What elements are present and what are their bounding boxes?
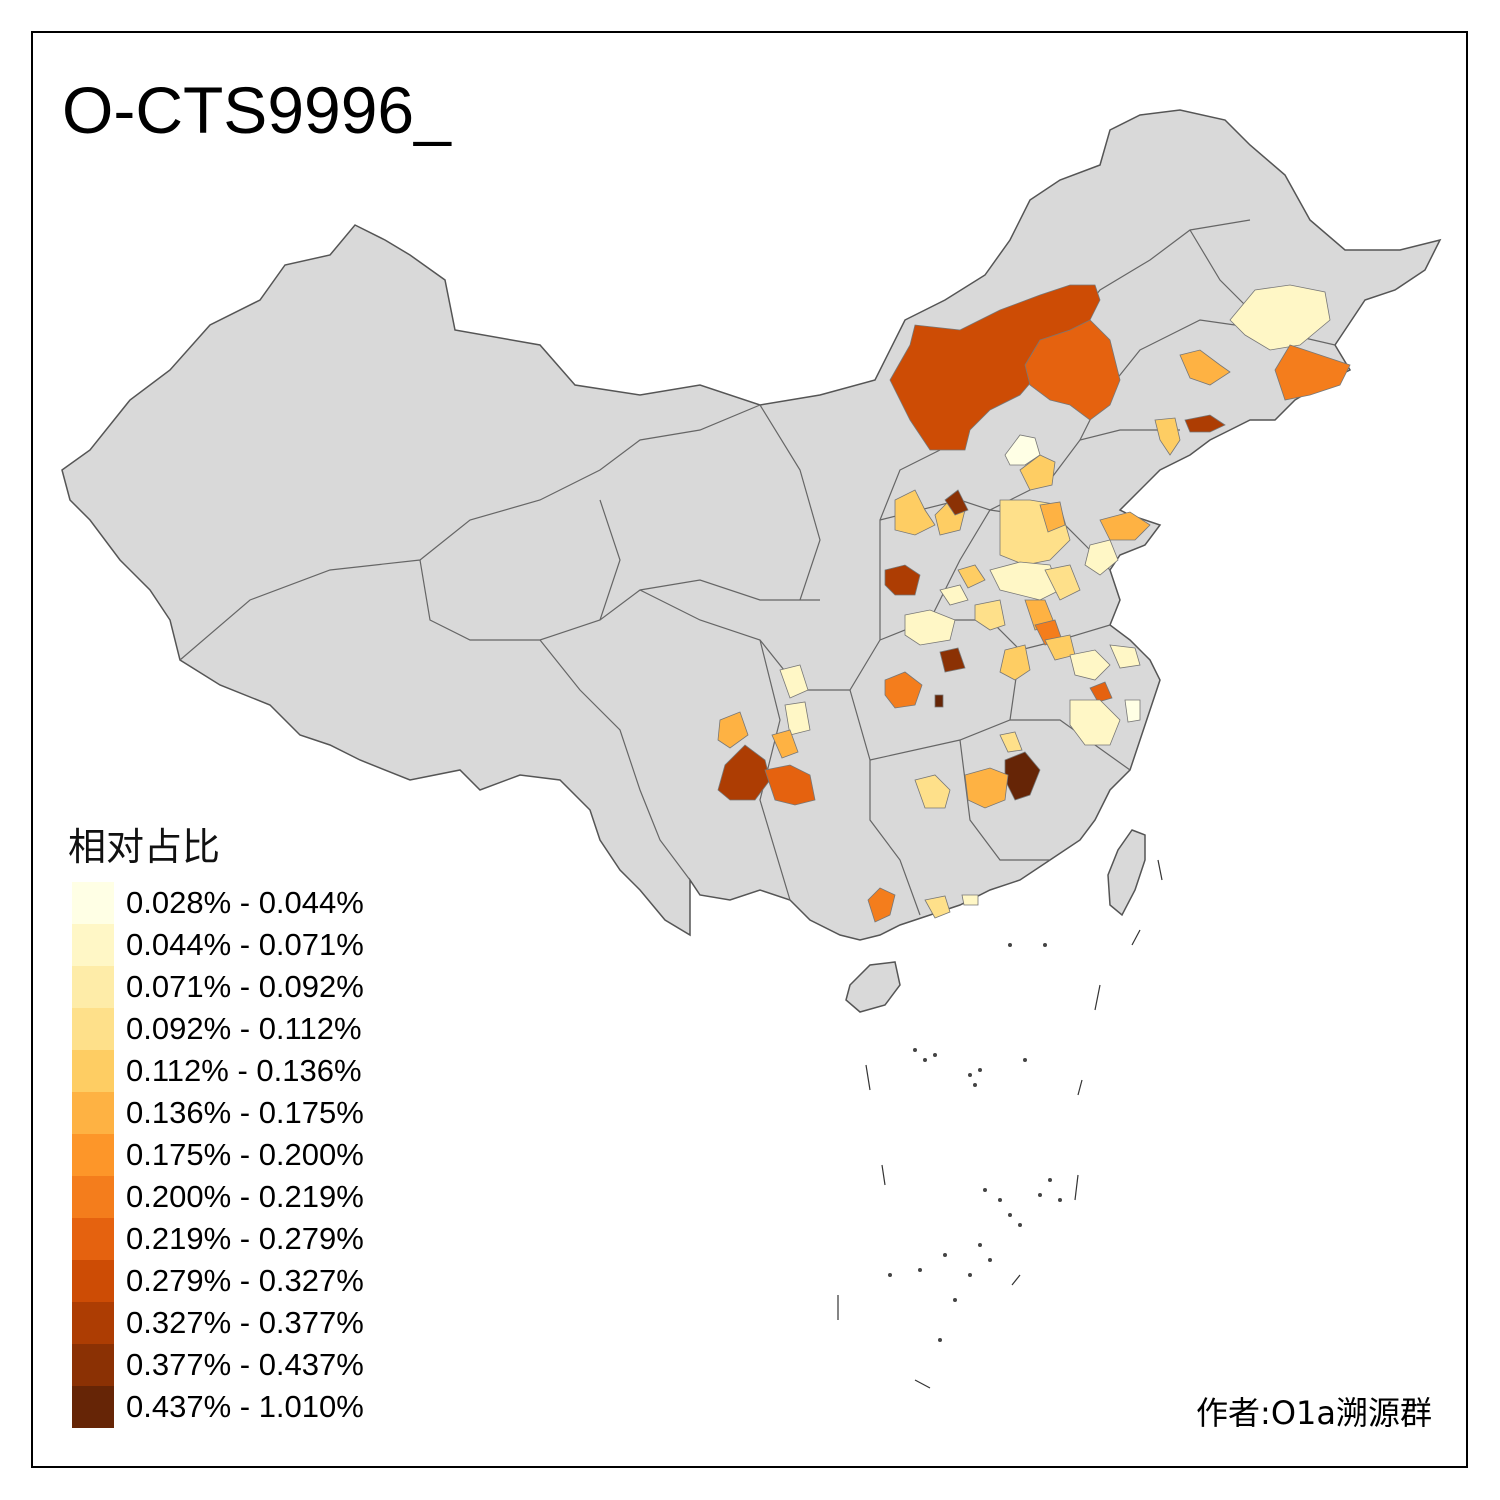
region-henan-mid — [1044, 564, 1081, 601]
region-guangdong — [924, 895, 951, 919]
region-hebei-north — [1019, 454, 1056, 491]
legend-swatch — [72, 966, 114, 1008]
region-hebei-orange — [1039, 501, 1066, 533]
legend-swatch — [72, 1302, 114, 1344]
legend-label: 0.028% - 0.044% — [126, 885, 364, 920]
region-guangdong-2 — [961, 894, 979, 906]
region-henan-center — [974, 599, 1006, 631]
legend-swatch — [72, 1050, 114, 1092]
region-shaanxi-dark — [884, 564, 921, 596]
legend-swatch — [72, 1092, 114, 1134]
legend-label: 0.092% - 0.112% — [126, 1011, 362, 1046]
legend-title: 相对占比 — [68, 825, 221, 869]
region-chongqing — [884, 671, 923, 709]
south-sea-islands — [837, 859, 1163, 1389]
region-gansu-south — [779, 664, 809, 699]
legend-swatch — [72, 924, 114, 966]
legend-item: 0.112% - 0.136% — [72, 1050, 364, 1092]
china-landmass — [61, 109, 1442, 941]
legend-item: 0.092% - 0.112% — [72, 1008, 364, 1050]
legend-swatch — [72, 1386, 114, 1428]
region-liaoning-light — [1154, 417, 1181, 456]
region-henan-sw — [939, 584, 969, 606]
region-shanxi-dark — [944, 489, 969, 516]
region-inner-mongolia-east — [1024, 319, 1121, 421]
region-sichuan-north — [784, 701, 811, 736]
legend-item: 0.200% - 0.219% — [72, 1176, 364, 1218]
map-title: O-CTS9996_ — [62, 73, 451, 147]
region-sichuan-orange — [764, 764, 816, 806]
taiwan-island — [1107, 829, 1146, 917]
region-hunan-dark — [934, 694, 944, 708]
legend-label: 0.377% - 0.437% — [126, 1347, 364, 1382]
legend-item: 0.279% - 0.327% — [72, 1260, 364, 1302]
region-shandong-east — [1099, 511, 1151, 541]
region-jiangsu-2 — [1109, 644, 1141, 669]
legend-label: 0.200% - 0.219% — [126, 1179, 364, 1214]
legend-item: 0.044% - 0.071% — [72, 924, 364, 966]
region-guangxi — [867, 887, 896, 923]
legend-item: 0.377% - 0.437% — [72, 1344, 364, 1386]
legend-label: 0.136% - 0.175% — [126, 1095, 364, 1130]
legend-label: 0.175% - 0.200% — [126, 1137, 364, 1172]
legend-swatch — [72, 1218, 114, 1260]
region-shaanxi-south — [904, 609, 956, 646]
region-liaoning-dark — [1184, 414, 1226, 433]
legend-swatch — [72, 882, 114, 924]
south-sea-dots — [888, 943, 1062, 1342]
legend: 0.028% - 0.044% 0.044% - 0.071% 0.071% - 0… — [72, 882, 364, 1428]
region-heilongjiang — [1229, 284, 1331, 351]
colored-regions — [717, 284, 1351, 923]
legend-item: 0.175% - 0.200% — [72, 1134, 364, 1176]
region-shandong-mid — [1084, 539, 1119, 576]
region-jilin-east — [1274, 344, 1351, 401]
legend-label: 0.044% - 0.071% — [126, 927, 364, 962]
legend-item: 0.136% - 0.175% — [72, 1092, 364, 1134]
legend-label: 0.279% - 0.327% — [126, 1263, 364, 1298]
region-jiangsu — [1069, 649, 1111, 681]
region-shanxi-1 — [894, 489, 936, 536]
region-jiangxi-mid — [964, 767, 1009, 809]
region-fujian-north — [1124, 699, 1141, 723]
region-zhejiang-north — [1089, 681, 1113, 703]
author-credit: 作者:O1a溯源群 — [1196, 1394, 1432, 1432]
legend-label: 0.437% - 1.010% — [126, 1389, 364, 1424]
legend-label: 0.071% - 0.092% — [126, 969, 364, 1004]
map-frame — [31, 31, 1468, 1468]
region-sichuan-west — [717, 711, 749, 749]
legend-label: 0.219% - 0.279% — [126, 1221, 364, 1256]
region-jiangxi-north — [999, 731, 1023, 753]
legend-item: 0.437% - 1.010% — [72, 1386, 364, 1428]
legend-swatch — [72, 1134, 114, 1176]
legend-swatch — [72, 1008, 114, 1050]
region-hunan-light — [914, 774, 951, 809]
region-jilin-west — [1179, 349, 1231, 386]
legend-swatch — [72, 1260, 114, 1302]
legend-label: 0.112% - 0.136% — [126, 1053, 362, 1088]
region-hubei-east — [999, 644, 1031, 681]
legend-item: 0.028% - 0.044% — [72, 882, 364, 924]
legend-swatch — [72, 1176, 114, 1218]
region-henan-west — [957, 564, 986, 589]
legend-label: 0.327% - 0.377% — [126, 1305, 364, 1340]
hainan-island — [845, 961, 901, 1013]
legend-item: 0.327% - 0.377% — [72, 1302, 364, 1344]
legend-swatch — [72, 1344, 114, 1386]
region-zhejiang — [1069, 699, 1121, 746]
legend-item: 0.071% - 0.092% — [72, 966, 364, 1008]
region-hubei-dark — [939, 647, 966, 673]
region-sichuan-mid — [771, 729, 799, 759]
legend-item: 0.219% - 0.279% — [72, 1218, 364, 1260]
